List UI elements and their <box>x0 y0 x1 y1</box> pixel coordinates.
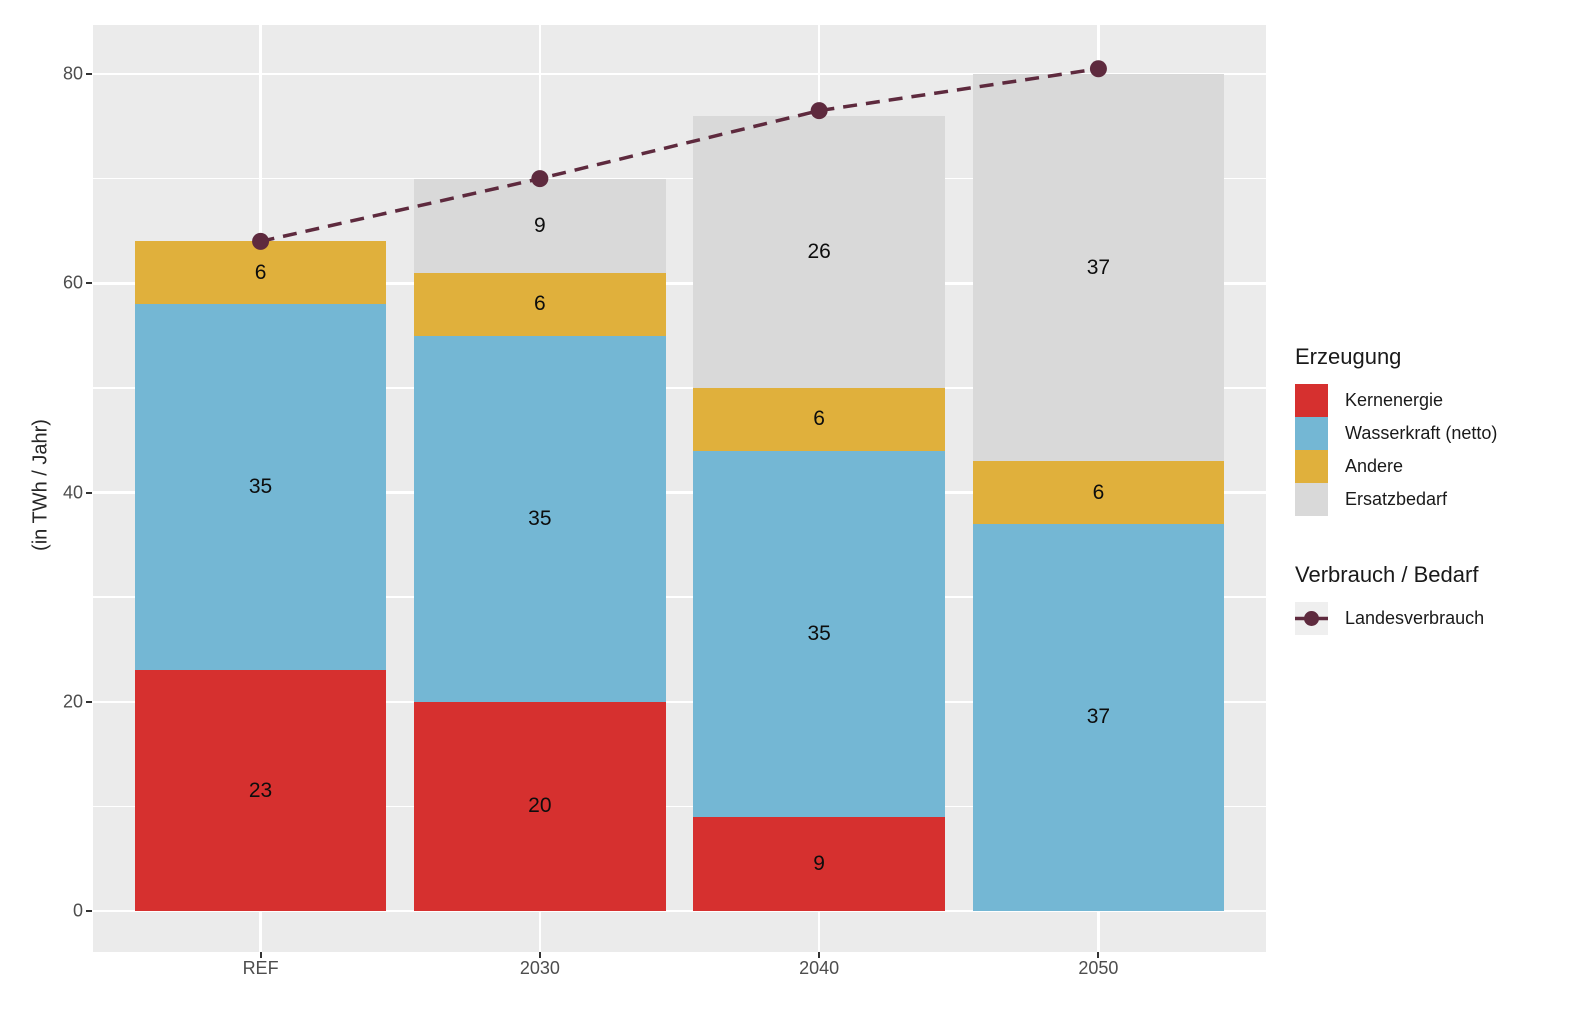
y-tick-label: 20 <box>62 691 83 712</box>
y-tick-mark <box>86 491 92 494</box>
bar-value-label: 35 <box>807 621 831 645</box>
bar-value-label: 26 <box>807 239 831 263</box>
y-tick-label: 40 <box>62 482 83 502</box>
x-tick-mark <box>259 952 262 958</box>
bar-value-label: 23 <box>248 778 273 802</box>
x-tick-label: REF <box>242 958 279 978</box>
landesverbrauch-dashed-line <box>260 67 1099 244</box>
bar-value-label: 6 <box>1092 480 1105 504</box>
gridline-major <box>93 282 1266 285</box>
landesverbrauch-line-layer <box>252 60 1107 250</box>
legend-swatch-icon <box>1295 417 1328 450</box>
bar-segment-ersatzbedarf <box>414 178 666 273</box>
bar-segment-wasserkraft-netto- <box>693 450 945 817</box>
bar-segment-ersatzbedarf <box>972 74 1225 462</box>
y-axis-title: (in TWh / Jahr) <box>29 419 52 551</box>
legend-items-erzeugung: Kernenergie Wasserkraft (netto) Andere Ersa… <box>1295 384 1565 516</box>
bar-value-label: 37 <box>1086 705 1111 729</box>
landesverbrauch-point <box>810 102 828 120</box>
landesverbrauch-point <box>1089 60 1107 78</box>
bar-segment-wasserkraft-netto- <box>134 304 387 671</box>
bar-segment-wasserkraft-netto- <box>414 335 666 702</box>
bar-value-label: 6 <box>534 292 546 316</box>
legend-item-line: Landesverbrauch <box>1295 602 1565 635</box>
legend-item-label: Ersatzbedarf <box>1345 489 1448 509</box>
landesverbrauch-point <box>252 232 270 250</box>
legend-line-key-icon <box>1295 602 1328 635</box>
legend-item-landesverbrauch: Landesverbrauch <box>1295 602 1565 635</box>
bar-segment-andere <box>693 387 945 451</box>
bar-segment-kernenergie <box>414 701 666 911</box>
x-tick-mark <box>818 952 821 958</box>
x-tick-label: 2030 <box>519 958 560 978</box>
legend-item-label: Andere <box>1345 456 1404 476</box>
gridline-minor <box>93 387 1266 389</box>
legend-item-label: Kernenergie <box>1345 390 1444 410</box>
gridline-major <box>93 909 1266 913</box>
legend: Erzeugung Kernenergie Wasserkraft (netto)… <box>1295 344 1565 635</box>
legend-swatch-icon <box>1295 483 1328 516</box>
y-tick-mark <box>86 73 92 75</box>
bar-segment-andere <box>972 461 1225 524</box>
legend-item-label: Wasserkraft (netto) <box>1345 423 1498 443</box>
x-tick-label: 2050 <box>1078 958 1119 978</box>
x-tick-mark <box>538 952 541 958</box>
bar-value-label: 35 <box>248 475 273 499</box>
gridline-major <box>93 72 1266 76</box>
y-tick-mark <box>86 910 92 912</box>
bar-value-label: 9 <box>534 213 546 237</box>
gridline-major <box>93 700 1266 703</box>
legend-swatch-icon <box>1295 450 1328 483</box>
legend-item-wasserkraft-netto-: Wasserkraft (netto) <box>1295 417 1565 450</box>
bar-value-label: 37 <box>1086 255 1111 279</box>
bar-value-label: 35 <box>528 506 552 530</box>
legend-line-glyph <box>1295 611 1328 626</box>
legend-title-erzeugung: Erzeugung <box>1295 344 1402 369</box>
y-tick-label: 80 <box>62 63 83 84</box>
gridline-minor <box>93 596 1266 598</box>
y-tick-label: 0 <box>72 900 83 921</box>
gridline-minor <box>93 177 1266 180</box>
legend-title-verbrauch: Verbrauch / Bedarf <box>1295 562 1479 587</box>
gridline-major <box>93 491 1266 494</box>
bar-value-label: 9 <box>813 851 825 875</box>
y-tick-mark <box>86 282 92 285</box>
bar-segment-wasserkraft-netto- <box>972 523 1225 911</box>
x-tick-mark <box>1097 952 1100 958</box>
bar-value-label: 20 <box>528 794 552 818</box>
bar-segment-andere <box>134 241 387 305</box>
bar-value-label: 6 <box>813 407 825 431</box>
landesverbrauch-point <box>531 170 549 188</box>
bar-segment-andere <box>414 272 666 336</box>
legend-item-ersatzbedarf: Ersatzbedarf <box>1295 483 1565 516</box>
legend-item-kernenergie: Kernenergie <box>1295 384 1565 417</box>
legend-swatch-icon <box>1295 384 1328 417</box>
bar-segment-kernenergie <box>693 816 945 911</box>
legend-item-label: Landesverbrauch <box>1345 608 1485 628</box>
x-tick-label: 2040 <box>799 958 840 978</box>
legend-item-andere: Andere <box>1295 450 1565 483</box>
bar-segment-kernenergie <box>134 670 387 911</box>
y-tick-mark <box>86 700 92 703</box>
y-tick-label: 60 <box>62 272 83 293</box>
bar-value-label: 6 <box>254 260 267 284</box>
gridline-minor <box>93 805 1266 808</box>
legend-spacer <box>1295 516 1565 562</box>
plot-panel: 23 35 6 20 35 6 9 9 35 6 26 37 6 37 <box>93 25 1266 952</box>
bar-segment-ersatzbedarf <box>693 115 945 388</box>
